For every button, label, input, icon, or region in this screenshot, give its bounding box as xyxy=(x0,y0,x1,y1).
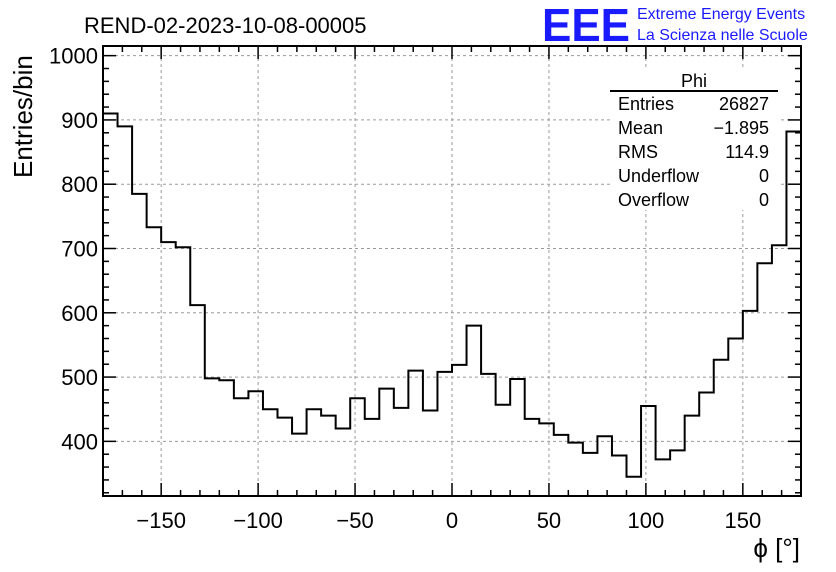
brand-line-1: Extreme Energy Events xyxy=(637,6,805,23)
stats-row-label: Underflow xyxy=(618,166,700,186)
y-tick-label: 400 xyxy=(61,429,98,454)
stats-row-value: 114.9 xyxy=(725,142,769,162)
stats-row-value: 0 xyxy=(759,166,769,186)
stats-row-value: 0 xyxy=(759,190,769,210)
x-tick-label: 150 xyxy=(724,508,761,533)
eee-logo: EEE xyxy=(542,0,630,51)
y-tick-label: 600 xyxy=(61,301,98,326)
y-axis-label: Entries/bin xyxy=(8,55,38,178)
y-tick-label: 500 xyxy=(61,365,98,390)
x-tick-label: −100 xyxy=(233,508,283,533)
stats-row-value: 26827 xyxy=(719,94,769,114)
y-tick-label: 1000 xyxy=(49,44,98,69)
x-tick-label: −150 xyxy=(136,508,186,533)
x-tick-label: 0 xyxy=(446,508,458,533)
x-tick-label: −50 xyxy=(336,508,373,533)
stats-box: Phi Entries 26827 Mean −1.895 RMS 114.9 Underf… xyxy=(610,70,778,210)
chart-title: REND-02-2023-10-08-00005 xyxy=(84,13,367,38)
y-tick-label: 700 xyxy=(61,237,98,262)
stats-row-label: Overflow xyxy=(618,190,690,210)
stats-row-label: RMS xyxy=(618,142,658,162)
axis-ticks xyxy=(102,46,802,496)
x-axis-label: ϕ [°] xyxy=(753,533,800,563)
stats-row-value: −1.895 xyxy=(713,118,769,138)
y-tick-labels: 400 500 600 700 800 900 1000 xyxy=(49,44,98,455)
brand-line-2: La Scienza nelle Scuole xyxy=(637,27,808,44)
stats-box-title: Phi xyxy=(681,71,707,91)
stats-row-label: Entries xyxy=(618,94,674,114)
x-tick-label: 100 xyxy=(628,508,665,533)
stats-row-label: Mean xyxy=(618,118,663,138)
histogram-line xyxy=(102,68,802,496)
y-tick-label: 800 xyxy=(61,172,98,197)
x-tick-labels: −150 −100 −50 0 50 100 150 xyxy=(136,508,761,533)
y-tick-label: 900 xyxy=(61,108,98,133)
x-tick-label: 50 xyxy=(537,508,561,533)
